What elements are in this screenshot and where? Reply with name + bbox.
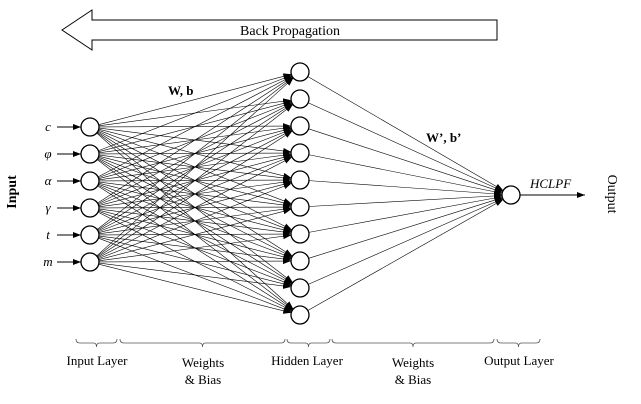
- layer-brace: [119, 338, 286, 348]
- output-weight-edge: [308, 154, 503, 195]
- hidden-node: [290, 62, 310, 82]
- layer-brace: [331, 338, 495, 348]
- layer-brace: [496, 338, 541, 348]
- back-propagation-arrow: [61, 9, 498, 51]
- weights1-label-line2: & Bias: [185, 372, 221, 387]
- output-weight-edge: [308, 192, 503, 207]
- output-weight-edge: [308, 195, 503, 233]
- output-layer-label: Output Layer: [484, 353, 554, 368]
- output-variable-label: HCLPF: [529, 176, 572, 191]
- input-variable-label: c: [45, 119, 51, 134]
- input-layer-label: Input Layer: [66, 353, 128, 368]
- output-weight-edge: [308, 128, 503, 193]
- input-node: [80, 144, 100, 164]
- weight-edge: [96, 77, 294, 257]
- hidden-node: [290, 305, 310, 325]
- output-weight-edge: [307, 199, 504, 311]
- weights2-label-line1: Weights: [392, 355, 434, 370]
- weight-edge: [96, 104, 294, 257]
- output-weight-edge: [308, 102, 503, 192]
- input-variable-label: α: [45, 173, 53, 188]
- output-weight-edge: [307, 76, 504, 191]
- hidden-node: [290, 143, 310, 163]
- weight-edge: [97, 156, 293, 259]
- weight-edge: [97, 130, 293, 258]
- input-variable-label: m: [43, 254, 52, 269]
- weight-edge: [97, 76, 293, 204]
- hidden-node: [290, 278, 310, 298]
- output-node: [501, 185, 521, 205]
- weights1-label-line1: Weights: [182, 355, 224, 370]
- hidden-layer-label: Hidden Layer: [271, 353, 344, 368]
- weight-edge: [97, 75, 293, 178]
- input-node: [80, 117, 100, 137]
- layer-brace: [286, 338, 331, 348]
- input-variable-label: γ: [45, 200, 51, 215]
- output-axis-label: Output: [604, 175, 619, 214]
- hidden-node: [290, 197, 310, 217]
- weight-edge: [98, 208, 292, 261]
- hidden-node: [290, 116, 310, 136]
- weight-edge: [98, 233, 292, 262]
- input-node: [80, 171, 100, 191]
- weights-second-label: W’, b’: [426, 130, 461, 145]
- output-weight-edge: [308, 197, 503, 259]
- input-axis-label: Input: [5, 175, 20, 209]
- hidden-node: [290, 251, 310, 271]
- layer-brace: [75, 338, 118, 348]
- input-node: [80, 252, 100, 272]
- hidden-node: [290, 224, 310, 244]
- back-propagation-label: Back Propagation: [240, 24, 340, 39]
- weight-edge: [98, 73, 292, 126]
- weight-edge: [98, 182, 292, 260]
- weights-first-label: W, b: [168, 83, 194, 98]
- weight-edge: [98, 262, 292, 289]
- input-variable-label: t: [46, 227, 50, 242]
- output-weight-edge: [308, 180, 503, 197]
- weight-edge: [98, 258, 292, 265]
- weight-edge: [96, 77, 294, 230]
- weight-edge: [98, 263, 292, 314]
- hidden-node: [290, 170, 310, 190]
- weight-edge: [98, 74, 292, 152]
- input-variable-label: φ: [44, 146, 51, 161]
- weights2-label-line2: & Bias: [395, 372, 431, 387]
- output-weight-edge: [308, 198, 503, 285]
- hidden-node: [290, 89, 310, 109]
- input-node: [80, 225, 100, 245]
- input-node: [80, 198, 100, 218]
